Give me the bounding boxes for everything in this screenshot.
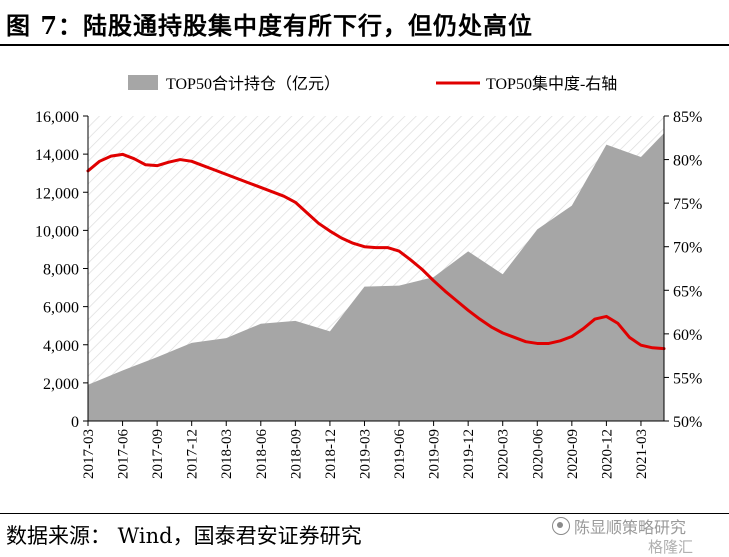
y-right-tick-label: 85% (673, 109, 702, 126)
legend-swatch-area (128, 75, 158, 90)
y-left-tick-label: 16,000 (35, 109, 79, 126)
x-tick-label: 2018-12 (323, 429, 339, 479)
y-right-tick-label: 70% (673, 240, 702, 257)
y-left-tick-label: 2,000 (43, 376, 79, 393)
x-tick-label: 2017-06 (116, 429, 132, 479)
y-right-tick-label: 80% (673, 153, 702, 170)
source-note: 数据来源： Wind，国泰君安证券研究 (6, 524, 362, 548)
figure-title: 图 7：陆股通持股集中度有所下行，但仍处高位 (6, 11, 534, 40)
x-tick-label: 2018-03 (219, 429, 235, 479)
watermark: 陈显顺策略研究 格隆汇 (552, 514, 728, 556)
y-left-tick-label: 4,000 (43, 338, 79, 355)
legend-label-area: TOP50合计持仓（亿元） (166, 75, 340, 93)
chart: 0 2,000 4,000 6,000 8,000 10,000 12,000 14,000 1… (35, 75, 702, 479)
x-tick-label: 2017-09 (150, 429, 166, 479)
line-series-top50-concentration (86, 152, 666, 351)
x-tick-label: 2018-06 (254, 429, 270, 479)
footer-divider (0, 513, 729, 514)
x-tick-label: 2019-06 (392, 429, 408, 479)
y-left-tick-label: 8,000 (43, 262, 79, 279)
x-tick-label: 2019-03 (357, 429, 373, 479)
watermark-text: 陈显顺策略研究 (574, 518, 687, 537)
wechat-icon (552, 517, 570, 535)
y-right-tick-label: 75% (673, 196, 702, 213)
watermark-sub: 格隆汇 (648, 538, 694, 556)
y-right-tick-label: 50% (673, 414, 702, 431)
x-tick-label: 2017-12 (185, 429, 201, 479)
area-series-top50-holdings (88, 133, 664, 421)
y-left-tick-label: 10,000 (35, 223, 79, 240)
x-tick-label: 2019-12 (461, 429, 477, 479)
legend-label-line: TOP50集中度-右轴 (486, 75, 617, 93)
x-tick-label: 2018-09 (288, 429, 304, 479)
y-left-tick-label: 0 (71, 414, 79, 431)
x-tick-label: 2020-06 (530, 429, 546, 479)
y-right-tick-label: 60% (673, 327, 702, 344)
x-tick-label: 2020-09 (565, 429, 581, 479)
x-tick-label: 2020-12 (599, 429, 615, 479)
y-right-tick-label: 55% (673, 370, 702, 387)
x-tick-label: 2021-03 (634, 429, 650, 479)
y-left-tick-label: 14,000 (35, 147, 79, 164)
x-tick-label: 2020-03 (496, 429, 512, 479)
x-tick-label: 2019-09 (427, 429, 443, 479)
y-right-tick-label: 65% (673, 283, 702, 300)
y-left-tick-label: 6,000 (43, 300, 79, 317)
title-divider (0, 44, 729, 46)
x-tick-label: 2017-03 (81, 429, 97, 479)
y-left-tick-label: 12,000 (35, 185, 79, 202)
